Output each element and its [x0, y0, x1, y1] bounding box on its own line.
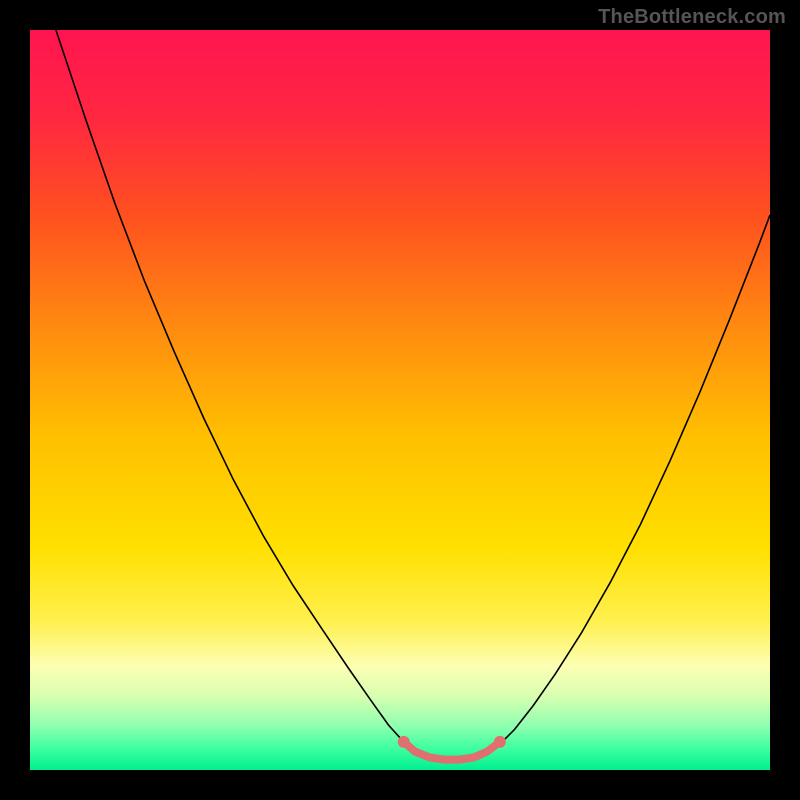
- highlight-marker-start: [398, 736, 410, 748]
- highlight-segment: [404, 742, 500, 760]
- plot-area: [30, 30, 770, 770]
- bottleneck-curve: [56, 30, 770, 760]
- highlight-marker-end: [494, 736, 506, 748]
- chart-container: TheBottleneck.com: [0, 0, 800, 800]
- watermark-label: TheBottleneck.com: [598, 6, 786, 29]
- curve-layer: [30, 30, 770, 770]
